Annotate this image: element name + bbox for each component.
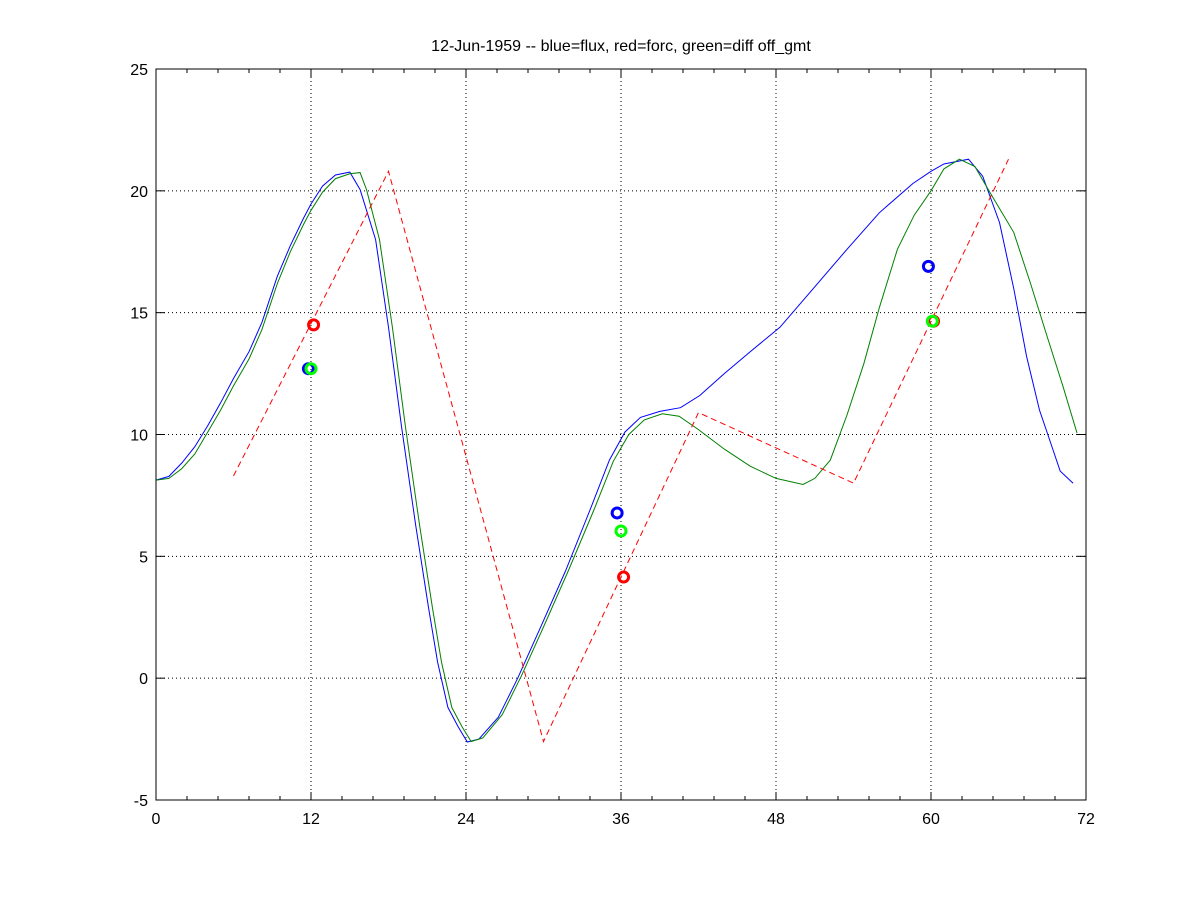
ticks [155, 68, 1087, 801]
x-tick-label: 24 [457, 811, 475, 828]
y-tick-label: 0 [139, 671, 148, 688]
y-tick-label: 15 [130, 306, 148, 323]
y-tick-label: 10 [130, 428, 148, 445]
chart-title: 12-Jun-1959 -- blue=flux, red=forc, gree… [431, 38, 811, 55]
series-line-diff-off_gmt [155, 158, 1078, 743]
marker-flux [921, 259, 935, 273]
marker-forc [617, 570, 631, 584]
y-tick-labels: -5 0 5 10 15 20 25 [130, 62, 148, 810]
y-tick-label: -5 [134, 793, 148, 810]
y-tick-label: 20 [130, 184, 148, 201]
x-tick-label: 72 [1077, 811, 1095, 828]
marker-diff-off_gmt [925, 314, 939, 328]
x-tick-label: 48 [767, 811, 785, 828]
grid [156, 69, 1086, 800]
series-line-flux [155, 158, 1074, 743]
markers-layer [301, 259, 941, 584]
x-tick-label: 12 [302, 811, 320, 828]
y-tick-label: 25 [130, 62, 148, 79]
x-tick-labels: 0 12 24 36 48 60 72 [152, 811, 1095, 828]
series-layer [155, 158, 1078, 743]
y-tick-label: 5 [139, 549, 148, 566]
x-tick-label: 36 [612, 811, 630, 828]
series-line-forc [233, 158, 1009, 743]
marker-diff-off_gmt [304, 362, 318, 376]
marker-forc [307, 318, 321, 332]
x-tick-label: 60 [922, 811, 940, 828]
x-tick-label: 0 [152, 811, 161, 828]
marker-flux [610, 506, 624, 520]
marker-diff-off_gmt [614, 524, 628, 538]
